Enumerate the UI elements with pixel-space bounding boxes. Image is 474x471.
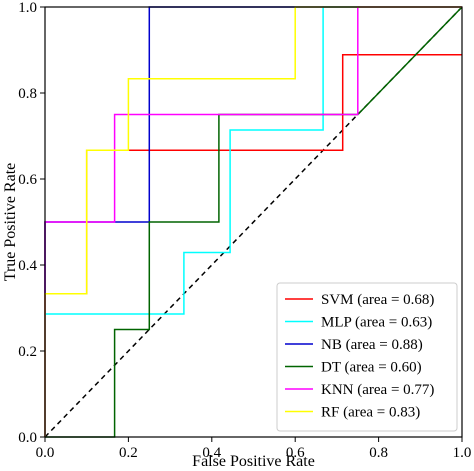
legend-label: DT (area = 0.60) <box>321 360 422 376</box>
legend-box <box>276 282 458 432</box>
legend-label: SVM (area = 0.68) <box>321 292 434 308</box>
x-tick-label: 1.0 <box>453 445 472 461</box>
y-axis-ticks: 0.0 0.2 0.4 0.6 0.8 1.0 <box>18 0 45 446</box>
roc-curve-mlp <box>44 6 462 437</box>
y-tick-label: 0.6 <box>18 172 37 188</box>
y-tick-label: 0.8 <box>18 86 37 102</box>
legend-label: RF (area = 0.83) <box>321 405 420 421</box>
y-tick-label: 1.0 <box>18 0 37 16</box>
y-tick-label: 0.4 <box>18 258 37 274</box>
x-tick-label: 0.2 <box>119 445 138 461</box>
y-axis-label: True Positive Rate <box>2 163 19 282</box>
roc-curve-rf <box>44 6 462 437</box>
legend-label: NB (area = 0.88) <box>321 337 423 353</box>
x-axis-ticks: 0.0 0.2 0.4 0.6 0.8 1.0 <box>36 437 472 461</box>
x-axis-label: False Positive Rate <box>192 453 315 470</box>
y-tick-label: 0.2 <box>18 344 37 360</box>
x-tick-label: 0.6 <box>286 445 305 461</box>
x-tick-label: 0.0 <box>36 445 55 461</box>
y-tick-label: 0.0 <box>18 430 37 446</box>
x-tick-label: 0.4 <box>202 445 221 461</box>
legend-label: MLP (area = 0.63) <box>321 315 432 331</box>
legend: SVM (area = 0.68) MLP (area = 0.63) NB (ar… <box>276 282 458 432</box>
legend-label: KNN (area = 0.77) <box>321 382 434 398</box>
axes-frame <box>44 6 463 438</box>
x-tick-label: 0.8 <box>369 445 388 461</box>
